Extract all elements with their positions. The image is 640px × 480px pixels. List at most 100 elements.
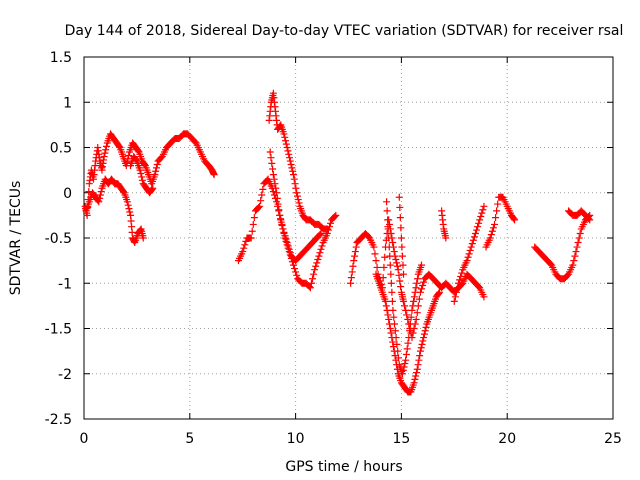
data-points [81, 89, 594, 396]
data-point [152, 167, 160, 175]
data-point [125, 205, 133, 213]
data-point [396, 214, 404, 222]
data-point [400, 270, 408, 278]
data-point [417, 344, 425, 352]
data-point [392, 255, 400, 263]
data-point [309, 275, 317, 283]
data-point [397, 283, 405, 291]
data-point [382, 297, 390, 305]
data-point [317, 245, 325, 253]
y-tick-label: -1.5 [45, 322, 72, 338]
data-point [469, 236, 477, 244]
data-point [412, 315, 420, 323]
data-point [327, 219, 335, 227]
data-point [138, 176, 146, 184]
data-point [239, 248, 247, 256]
data-point [457, 272, 465, 280]
data-point [268, 159, 276, 167]
data-point [389, 239, 397, 247]
data-point [283, 239, 291, 247]
data-point [385, 220, 393, 228]
data-point [399, 366, 407, 374]
data-point [435, 289, 443, 297]
data-point [352, 243, 360, 251]
data-point [292, 184, 300, 192]
data-point [267, 154, 275, 162]
data-point [393, 340, 401, 348]
data-point [571, 252, 579, 260]
data-point [410, 293, 418, 301]
data-point [465, 250, 473, 258]
data-point [274, 200, 282, 208]
data-point [270, 175, 278, 183]
data-point [152, 164, 160, 172]
data-point [452, 288, 460, 296]
data-point [280, 130, 288, 138]
data-point [137, 170, 145, 178]
data-point [384, 225, 392, 233]
data-point [391, 320, 399, 328]
data-point [125, 151, 133, 159]
data-point [278, 222, 286, 230]
data-point [284, 242, 292, 250]
data-point [463, 257, 471, 265]
data-point [347, 274, 355, 282]
data-point [487, 231, 495, 239]
data-point [574, 239, 582, 247]
data-point [480, 202, 488, 210]
data-point [392, 334, 400, 342]
data-point [411, 375, 419, 383]
x-axis: 0 5 10 15 20 25 [80, 57, 622, 447]
data-point [409, 302, 417, 310]
data-point [394, 354, 402, 362]
data-point [387, 229, 395, 237]
data-point [286, 157, 294, 165]
x-tick-label: 5 [185, 431, 194, 447]
x-tick-label: 0 [80, 431, 89, 447]
data-point [281, 232, 289, 240]
data-point [492, 214, 500, 222]
data-point [281, 133, 289, 141]
data-point [259, 185, 267, 193]
data-point [456, 276, 464, 284]
data-point [510, 215, 518, 223]
data-point [420, 330, 428, 338]
data-point [435, 288, 443, 296]
data-point [414, 275, 422, 283]
data-point [394, 347, 402, 355]
data-point [273, 194, 281, 202]
data-point [124, 201, 132, 209]
data-point [382, 302, 390, 310]
data-point [511, 216, 519, 224]
data-point [314, 255, 322, 263]
data-point [286, 154, 294, 162]
data-point [293, 271, 301, 279]
data-point [398, 252, 406, 260]
data-point [393, 262, 401, 270]
data-point [390, 313, 398, 321]
data-point [255, 203, 263, 211]
data-point [95, 198, 103, 206]
data-point [394, 266, 402, 274]
data-point [413, 365, 421, 373]
data-point [403, 311, 411, 319]
data-point [247, 234, 255, 242]
data-point [119, 188, 127, 196]
data-point [383, 207, 391, 215]
data-point [395, 193, 403, 201]
data-point [489, 224, 497, 232]
data-point [410, 379, 418, 387]
data-point [383, 198, 391, 206]
data-point [468, 240, 476, 248]
data-point [287, 160, 295, 168]
data-point [248, 227, 256, 235]
data-point [291, 265, 299, 273]
data-point [451, 293, 459, 301]
data-point [256, 202, 264, 210]
data-point [313, 259, 321, 267]
data-point [403, 345, 411, 353]
data-point [413, 279, 421, 287]
data-point [347, 279, 355, 287]
data-point [293, 192, 301, 200]
data-point [405, 334, 413, 342]
